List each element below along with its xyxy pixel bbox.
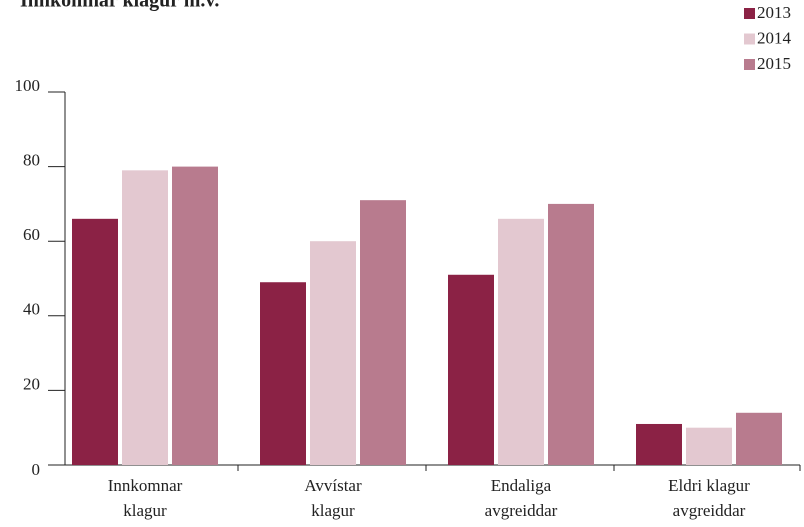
bar (72, 218, 118, 465)
legend-label: 2013 (757, 3, 791, 22)
bar (310, 241, 356, 465)
bar (260, 282, 306, 465)
bar (636, 423, 682, 465)
x-tick-label: Endaliga (491, 476, 552, 495)
y-tick-label: 100 (15, 76, 41, 95)
chart-title: Innkomnar klagur m.v. (20, 0, 219, 12)
x-tick-label: Avvístar (304, 476, 362, 495)
y-tick-label: 80 (23, 151, 40, 170)
legend-label: 2015 (757, 54, 791, 73)
x-tick-label: klagur (123, 501, 167, 520)
y-tick-label: 40 (23, 300, 40, 319)
bar (736, 412, 782, 465)
legend-label: 2014 (757, 28, 792, 47)
x-tick-label: avgreiddar (673, 501, 746, 520)
bar (172, 166, 218, 465)
bar (360, 200, 406, 466)
x-tick-label: Eldri klagur (668, 476, 750, 495)
y-tick-label: 60 (23, 225, 40, 244)
x-tick-label: Innkomnar (108, 476, 183, 495)
bar (122, 170, 168, 465)
y-tick-label: 0 (32, 460, 41, 479)
y-tick-label: 20 (23, 374, 40, 393)
legend-swatch (744, 33, 755, 45)
bar (548, 203, 594, 465)
bar (498, 218, 544, 465)
bar (448, 274, 494, 465)
bar (686, 427, 732, 465)
legend-swatch (744, 59, 755, 70)
x-tick-label: avgreiddar (485, 501, 558, 520)
legend-swatch (744, 8, 755, 19)
x-tick-label: klagur (311, 501, 355, 520)
